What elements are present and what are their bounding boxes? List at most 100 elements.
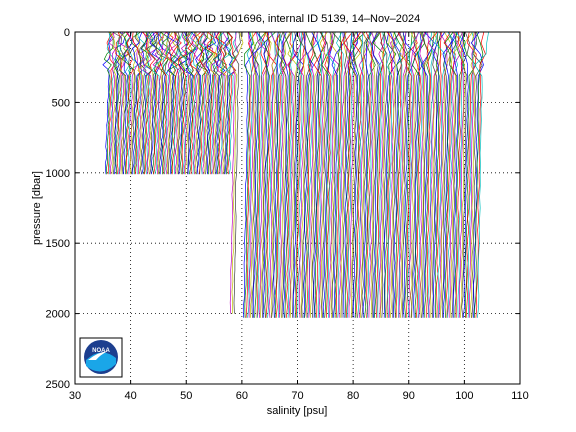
- profile-line: [467, 31, 476, 318]
- profile-line: [368, 31, 376, 318]
- x-tick-label: 110: [511, 390, 529, 402]
- profile-line: [357, 31, 364, 318]
- profile-line: [459, 31, 469, 318]
- profile-line: [350, 31, 359, 318]
- profile-line: [361, 31, 371, 318]
- profile-line: [438, 31, 448, 318]
- profile-line: [114, 31, 126, 175]
- profile-line: [219, 31, 232, 175]
- profile-line: [319, 31, 329, 318]
- profile-line: [372, 31, 385, 318]
- profile-line: [203, 31, 216, 175]
- profile-line: [371, 31, 381, 318]
- profile-line: [278, 31, 286, 318]
- profile-line: [380, 31, 388, 318]
- profile-line: [367, 31, 375, 318]
- profile-line: [215, 31, 226, 175]
- profile-line: [450, 31, 462, 318]
- profile-line: [155, 31, 169, 175]
- profile-line: [462, 31, 477, 318]
- profile-line: [432, 31, 446, 318]
- profile-line: [341, 31, 348, 318]
- profile-line: [378, 31, 385, 318]
- profile-line: [389, 31, 396, 318]
- profile-line: [371, 31, 380, 318]
- profile-line: [149, 31, 162, 175]
- profile-line: [392, 31, 402, 318]
- profile-line: [106, 31, 115, 175]
- profile-line: [218, 31, 231, 175]
- profile-line: [126, 31, 139, 175]
- profile-line: [410, 31, 420, 318]
- profile-line: [119, 31, 132, 175]
- profile-line: [393, 31, 408, 318]
- profile-line: [242, 31, 253, 318]
- profile-line: [196, 31, 205, 175]
- profile-line: [152, 31, 167, 175]
- logo-text: NOAA: [92, 348, 110, 354]
- profile-line: [474, 31, 484, 318]
- y-tick-label: 0: [64, 27, 70, 39]
- profile-line: [405, 31, 418, 318]
- x-tick-label: 80: [347, 390, 359, 402]
- profile-line: [261, 31, 270, 318]
- profile-line: [352, 31, 366, 318]
- profile-line: [474, 31, 489, 318]
- profile-line: [314, 31, 327, 318]
- profile-line: [118, 31, 130, 175]
- profile-line: [399, 31, 409, 318]
- profile-line: [171, 31, 183, 175]
- profile-line: [469, 31, 476, 318]
- profile-line: [446, 31, 459, 318]
- profile-line: [217, 31, 228, 175]
- profile-line: [338, 31, 350, 318]
- profile-line: [336, 31, 347, 318]
- profile-line: [187, 31, 197, 175]
- profile-line: [198, 31, 210, 175]
- profile-line: [310, 31, 321, 318]
- x-tick-label: 60: [236, 390, 248, 402]
- profile-line: [328, 31, 340, 318]
- profile-line: [444, 31, 454, 318]
- profile-line: [146, 31, 160, 175]
- profile-line: [202, 31, 214, 175]
- profile-line: [413, 31, 427, 318]
- profile-line: [434, 31, 446, 318]
- profile-line: [340, 31, 351, 318]
- profile-line: [430, 31, 442, 318]
- profile-line: [369, 31, 377, 318]
- profile-line: [307, 31, 318, 318]
- x-ticks: 30 40 50 60 70 80 90 100 110: [69, 32, 529, 402]
- profile-line: [207, 31, 219, 175]
- profile-line: [265, 31, 278, 318]
- profile-line: [263, 31, 270, 318]
- profile-line: [434, 31, 442, 318]
- profile-line: [232, 31, 241, 314]
- profile-line: [270, 31, 280, 318]
- profile-line: [386, 31, 396, 318]
- profile-line: [418, 31, 425, 318]
- profile-line: [470, 31, 476, 318]
- profile-line: [281, 31, 292, 318]
- profile-line: [184, 31, 195, 175]
- noaa-bird-icon: [88, 351, 108, 360]
- profile-line: [191, 31, 204, 175]
- profile-line: [137, 31, 148, 175]
- profile-line: [336, 31, 344, 318]
- profile-line: [300, 31, 307, 318]
- profile-line: [274, 31, 286, 318]
- x-axis-label: salinity [psu]: [267, 405, 328, 417]
- plot-area: 30 40 50 60 70 80 90 100 110 0 500 1000 1500 2000 250…: [46, 27, 529, 402]
- profile-line: [115, 31, 123, 175]
- profile-line: [205, 31, 217, 175]
- profile-line: [116, 31, 130, 175]
- profile-line: [165, 31, 176, 175]
- profile-line: [195, 31, 209, 175]
- profile-line: [209, 31, 222, 175]
- profile-line: [211, 31, 222, 175]
- profile-line: [260, 31, 272, 318]
- profile-line: [324, 31, 334, 318]
- profile-line: [358, 31, 370, 318]
- x-tick-label: 50: [180, 390, 192, 402]
